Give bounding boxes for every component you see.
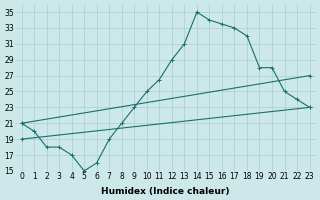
- X-axis label: Humidex (Indice chaleur): Humidex (Indice chaleur): [101, 187, 230, 196]
